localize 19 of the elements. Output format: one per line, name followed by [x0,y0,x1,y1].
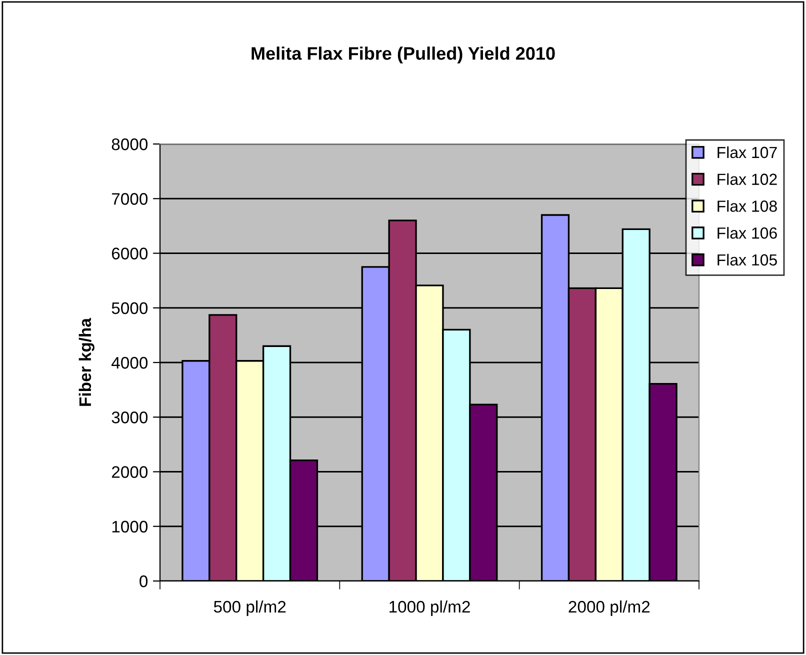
y-tick-label: 6000 [112,248,148,260]
y-tick-label: 2000 [112,466,148,478]
y-tick-label: 7000 [112,193,148,205]
x-tick-label: 1000 pl/m2 [390,600,470,616]
y-tick-label: 0 [140,575,148,588]
y-tick-label: 5000 [112,302,148,314]
x-tick-label: 500 pl/m2 [214,600,286,616]
y-tick-label: 1000 [112,520,148,533]
y-axis-title: Fiber kg/ha [78,318,94,406]
y-tick-label: 4000 [112,356,148,369]
legend-label: Flax 102 [718,173,777,185]
x-tick-label: 2000 pl/m2 [568,600,650,616]
legend-label: Flax 107 [718,146,777,158]
y-tick-label: 3000 [112,412,148,424]
legend-label: Flax 106 [718,226,777,239]
y-tick-label: 8000 [112,138,148,150]
chart-title: Melita Flax Fibre (Pulled) Yield 2010 [252,46,555,64]
legend-label: Flax 108 [718,200,777,212]
legend-label: Flax 105 [718,254,777,266]
